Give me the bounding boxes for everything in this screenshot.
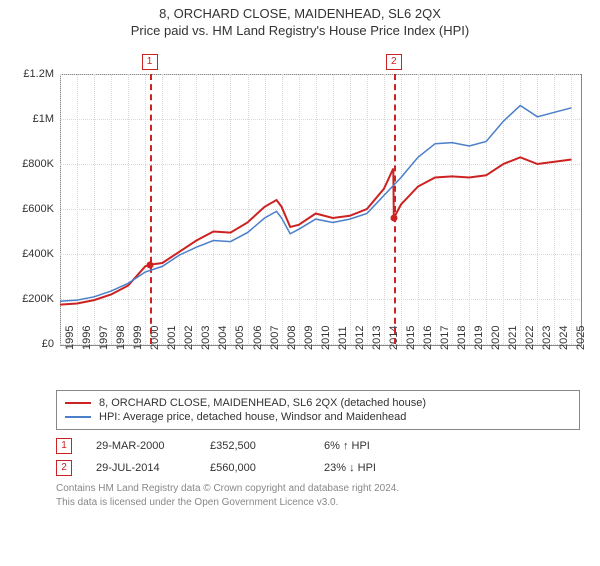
legend-label: HPI: Average price, detached house, Wind… [99,411,406,423]
transaction-delta: 23% ↓ HPI [324,462,414,474]
transaction-date: 29-MAR-2000 [96,440,186,452]
legend-row: 8, ORCHARD CLOSE, MAIDENHEAD, SL6 2QX (d… [65,397,571,409]
series-hpi [60,106,572,302]
legend-swatch [65,402,91,404]
legend-swatch [65,416,91,418]
transaction-price: £352,500 [210,440,300,452]
titles: 8, ORCHARD CLOSE, MAIDENHEAD, SL6 2QX Pr… [0,6,600,38]
title-address: 8, ORCHARD CLOSE, MAIDENHEAD, SL6 2QX [0,6,600,21]
legend-label: 8, ORCHARD CLOSE, MAIDENHEAD, SL6 2QX (d… [99,397,426,409]
series-svg [10,46,582,346]
attribution-line: Contains HM Land Registry data © Crown c… [56,482,580,496]
series-property [60,157,572,304]
transaction-badge: 1 [56,438,72,454]
title-subtitle: Price paid vs. HM Land Registry's House … [0,23,600,38]
transaction-date: 29-JUL-2014 [96,462,186,474]
transaction-row: 1 29-MAR-2000 £352,500 6% ↑ HPI [56,438,580,454]
legend: 8, ORCHARD CLOSE, MAIDENHEAD, SL6 2QX (d… [56,390,580,430]
attribution: Contains HM Land Registry data © Crown c… [56,482,580,509]
transactions-table: 1 29-MAR-2000 £352,500 6% ↑ HPI 2 29-JUL-2014… [56,438,580,476]
transaction-row: 2 29-JUL-2014 £560,000 23% ↓ HPI [56,460,580,476]
attribution-line: This data is licensed under the Open Gov… [56,496,580,510]
chart-container: 8, ORCHARD CLOSE, MAIDENHEAD, SL6 2QX Pr… [0,6,600,509]
transaction-price: £560,000 [210,462,300,474]
chart-area: £0£200K£400K£600K£800K£1M£1.2M1995199619… [10,46,590,386]
legend-row: HPI: Average price, detached house, Wind… [65,411,571,423]
transaction-delta: 6% ↑ HPI [324,440,414,452]
transaction-badge: 2 [56,460,72,476]
